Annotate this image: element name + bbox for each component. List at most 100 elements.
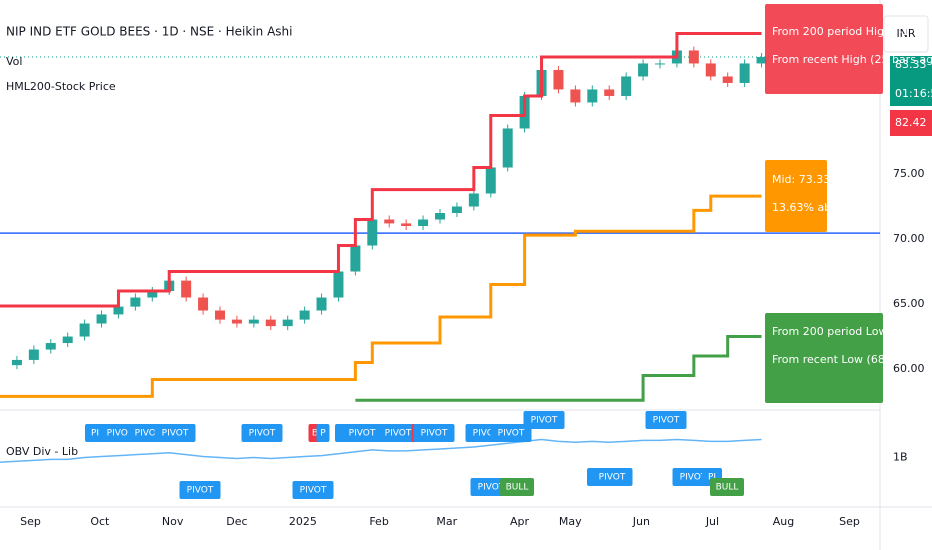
indicator-label: OBV Div - Lib — [6, 445, 78, 458]
candle — [756, 56, 767, 64]
candle — [638, 63, 649, 77]
indicator-label: Vol — [6, 55, 22, 68]
candle — [739, 63, 750, 83]
candle — [468, 193, 479, 207]
step-line — [0, 194, 762, 398]
candle — [553, 69, 564, 90]
plot: PIPIVOTPIVOTPIVOTPIVOTBPPIPIVOTPIVOTBPIV… — [0, 32, 880, 499]
pivot-label: PIVOT — [249, 429, 276, 439]
candle — [418, 219, 429, 227]
pivot-label-box — [500, 478, 534, 496]
x-tick-label: Aug — [773, 515, 794, 528]
y-tick-label: 1B — [893, 451, 908, 464]
pivot-label: PIVOT — [680, 473, 707, 483]
low-marker-box — [890, 110, 932, 136]
x-tick-label: Mar — [436, 515, 457, 528]
symbol-title: NIP IND ETF GOLD BEES · 1D · NSE · Heiki… — [6, 25, 293, 39]
candle — [181, 280, 192, 298]
mid-box — [765, 160, 827, 232]
pivot-label: PIVOT — [107, 429, 134, 439]
candle — [367, 219, 378, 246]
pivot-label-box — [241, 424, 283, 442]
candle — [384, 219, 395, 224]
pivot-label: PI — [91, 429, 99, 439]
candle — [604, 89, 615, 96]
y-tick-label: 65.00 — [893, 297, 925, 310]
pivot-label: PI — [708, 473, 716, 483]
mid-box-text: Mid: 73.335 — [772, 173, 837, 186]
x-tick-label: May — [559, 515, 582, 528]
candle — [435, 212, 445, 220]
candle — [655, 63, 665, 65]
pivot-label-box — [341, 424, 383, 442]
x-tick-label: Nov — [162, 515, 184, 528]
pivot-label: B — [312, 429, 318, 439]
y-tick-label: 70.00 — [893, 232, 925, 245]
candle — [248, 319, 259, 324]
candle — [282, 319, 293, 327]
candle — [265, 319, 276, 327]
pivot-label: BULL — [716, 483, 739, 493]
pivot-label-box — [591, 468, 633, 486]
obv-line — [0, 438, 762, 463]
candle — [502, 128, 513, 168]
candle — [570, 89, 581, 103]
step-line — [355, 335, 762, 402]
pivot-label: PIVOT — [385, 429, 412, 439]
pivot-label: PIVOT — [135, 429, 162, 439]
candle — [316, 297, 327, 311]
x-tick-label: Oct — [90, 515, 110, 528]
last-price: 83.33 — [895, 58, 927, 71]
pivot-label-box — [154, 424, 196, 442]
pivot-label: PIVOT — [498, 429, 525, 439]
x-tick-label: Feb — [369, 515, 388, 528]
x-tick-label: Jul — [705, 515, 719, 528]
candle — [401, 223, 412, 227]
pivot-label: PIVOT — [599, 473, 626, 483]
pivot-label: P — [320, 429, 326, 439]
pivot-label: PIVOT — [478, 483, 505, 493]
x-tick-label: 2025 — [289, 515, 317, 528]
candle — [688, 50, 699, 64]
x-tick-label: Sep — [839, 515, 860, 528]
currency-button[interactable] — [883, 15, 929, 53]
indicator-label: HML200-Stock Price — [6, 80, 116, 93]
x-tick-label: Sep — [20, 515, 41, 528]
pivot-label-box — [645, 411, 687, 429]
x-tick-label: Dec — [226, 515, 247, 528]
pivot-label: BULL — [506, 483, 529, 493]
candle — [130, 297, 141, 307]
candle — [621, 76, 632, 96]
candle — [215, 310, 225, 320]
candle — [451, 206, 462, 213]
low-box-text: From 200 period Low: 35.1 — [772, 325, 919, 338]
y-tick-label: 60.00 — [893, 362, 925, 375]
candle — [11, 359, 22, 366]
pivot-label-box — [316, 424, 330, 442]
high-box-text: From recent High (25 bars ago): — [772, 53, 932, 66]
candle — [333, 271, 344, 298]
candle — [587, 89, 598, 103]
mid-box-text: 13.63% above — [772, 201, 851, 214]
pivot-label: PIVOT — [531, 416, 558, 426]
low-box-text: From recent Low (681 bars ago): — [772, 353, 932, 366]
candle — [231, 319, 242, 324]
pivot-label-box — [490, 424, 532, 442]
candle — [350, 245, 361, 272]
step-line — [0, 32, 762, 308]
last-price-box — [890, 56, 932, 82]
pivot-label-box — [179, 481, 221, 499]
candle — [62, 336, 73, 344]
countdown-box — [890, 82, 932, 106]
currency[interactable]: INR — [896, 27, 915, 40]
candle — [198, 297, 209, 311]
pivot-label-box — [413, 424, 455, 442]
candle — [79, 323, 90, 337]
candle — [705, 63, 716, 77]
pivot-label-box — [523, 411, 565, 429]
pivot-label: PIVOT — [653, 416, 680, 426]
low-marker: 82.42 — [895, 116, 927, 129]
x-tick-label: Apr — [510, 515, 530, 528]
pivot-label-box — [292, 481, 334, 499]
